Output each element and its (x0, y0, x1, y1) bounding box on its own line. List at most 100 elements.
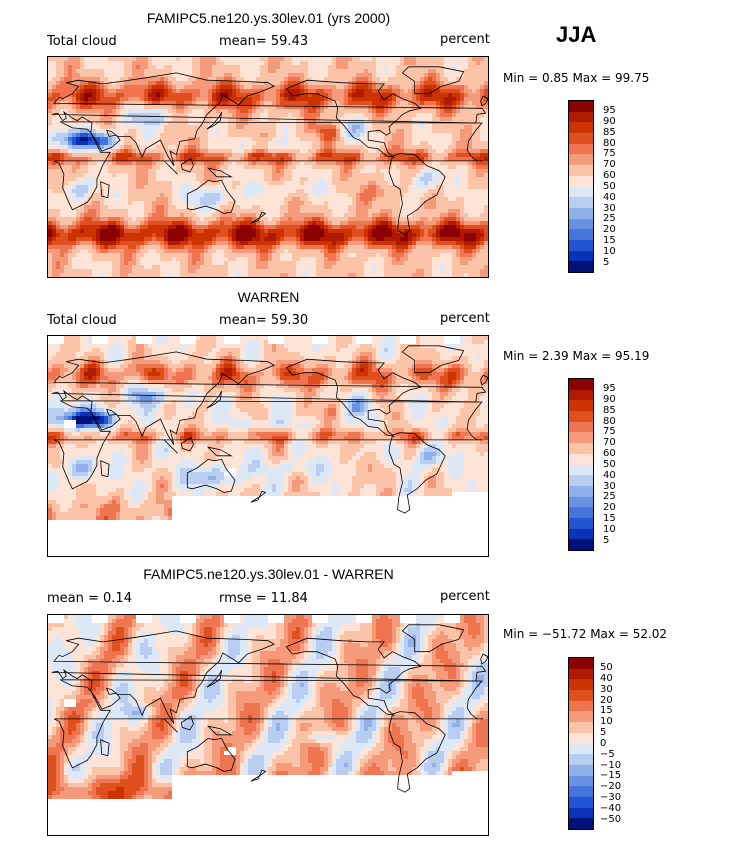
colorbar-swatch (569, 711, 593, 723)
panel2-minmax: Min = 2.39 Max = 95.19 (503, 349, 650, 363)
colorbar-swatch (569, 475, 593, 486)
colorbar-swatch (569, 261, 593, 272)
coastline (53, 679, 484, 769)
colorbar-swatch (569, 389, 593, 401)
colorbar-label: 50 (603, 181, 616, 192)
panel3-field (48, 615, 488, 835)
coastline (206, 669, 222, 688)
coastline (53, 400, 484, 490)
coastline (401, 345, 465, 374)
colorbar-swatch (569, 453, 593, 465)
colorbar-label: 90 (603, 116, 616, 127)
colorbar-label: 10 (600, 716, 613, 727)
colorbar-swatch (569, 443, 593, 454)
coastline (100, 181, 110, 199)
colorbar-swatch (569, 796, 593, 808)
colorbar-label: 50 (603, 459, 616, 470)
coastline (206, 446, 233, 457)
colorbar-swatch (569, 464, 593, 476)
colorbar-swatch (569, 207, 593, 219)
colorbar-label: 40 (600, 673, 613, 684)
colorbar-swatch (569, 133, 593, 144)
colorbar-swatch (569, 786, 593, 797)
coastline (51, 351, 487, 446)
colorbar-swatch (569, 411, 593, 422)
colorbar-label: −15 (600, 770, 622, 781)
panel1-minmax: Min = 0.85 Max = 99.75 (503, 71, 650, 85)
colorbar-swatch (569, 722, 593, 733)
coastline (186, 458, 236, 493)
colorbar-swatch (569, 421, 593, 433)
colorbar-swatch (569, 679, 593, 691)
colorbar-swatch (569, 379, 593, 390)
colorbar-swatch (569, 732, 593, 744)
colorbar-label: 70 (603, 437, 616, 448)
panel2-units-label: percent (440, 311, 490, 326)
coastline (250, 769, 267, 782)
colorbar-swatch (569, 250, 593, 262)
colorbar-swatch (569, 143, 593, 155)
colorbar-swatch (569, 658, 593, 669)
panel1-mean-label: mean= 59.43 (219, 34, 309, 49)
coastline (250, 211, 267, 224)
coastline (480, 653, 488, 665)
panel2-title: WARREN (237, 289, 300, 305)
colorbar-label: 15 (603, 235, 616, 246)
colorbar-swatch (569, 165, 593, 176)
colorbar-label: 60 (603, 170, 616, 181)
colorbar-label: 40 (603, 470, 616, 481)
colorbar-swatch (569, 485, 593, 497)
panel1-variable-label: Total cloud (47, 34, 117, 49)
colorbar-swatch (569, 111, 593, 123)
colorbar-swatch (569, 775, 593, 787)
coastline (100, 460, 110, 478)
colorbar-swatch (569, 700, 593, 712)
colorbar-label: 30 (600, 684, 613, 695)
coastline (401, 66, 465, 95)
coastline (53, 121, 484, 211)
colorbar-swatch (569, 690, 593, 701)
colorbar-label: 60 (603, 448, 616, 459)
colorbar-swatch (569, 517, 593, 529)
coastline (285, 79, 422, 158)
panel1-title: FAMIPC5.ne120.ys.30lev.01 (yrs 2000) (146, 10, 391, 26)
coastline (163, 160, 178, 175)
coastline (186, 737, 236, 772)
colorbar-label: 5 (600, 727, 607, 738)
coastline (388, 432, 446, 514)
colorbar-label: 5 (603, 257, 610, 268)
colorbar-label: 30 (603, 481, 616, 492)
colorbar-label: 10 (603, 524, 616, 535)
panel3-colorbar (568, 657, 594, 830)
coastline (285, 358, 422, 437)
coastline (250, 490, 267, 503)
colorbar-label: 10 (603, 246, 616, 257)
panel3-map (47, 614, 489, 836)
coastline (285, 637, 422, 716)
panel3-units-label: percent (440, 589, 490, 604)
panel1-colorbar (568, 100, 594, 273)
colorbar-swatch (569, 754, 593, 765)
colorbar-label: 20 (603, 224, 616, 235)
colorbar-swatch (569, 218, 593, 230)
panel1-field (48, 57, 488, 277)
panel2-colorbar (568, 378, 594, 551)
colorbar-label: −10 (600, 760, 622, 771)
colorbar-label: 25 (603, 491, 616, 502)
colorbar-label: 15 (600, 705, 613, 716)
coastline (401, 624, 465, 653)
colorbar-label: 20 (603, 502, 616, 513)
colorbar-swatch (569, 197, 593, 208)
coastline (51, 630, 487, 725)
coastline (480, 374, 488, 386)
colorbar-swatch (569, 154, 593, 166)
colorbar-swatch (569, 432, 593, 444)
colorbar-swatch (569, 507, 593, 518)
coastline (206, 111, 222, 130)
colorbar-label: −50 (600, 814, 622, 825)
colorbar-label: −30 (600, 792, 622, 803)
colorbar-label: 90 (603, 394, 616, 405)
colorbar-label: 0 (600, 738, 607, 749)
coastline (163, 718, 178, 733)
colorbar-swatch (569, 186, 593, 198)
